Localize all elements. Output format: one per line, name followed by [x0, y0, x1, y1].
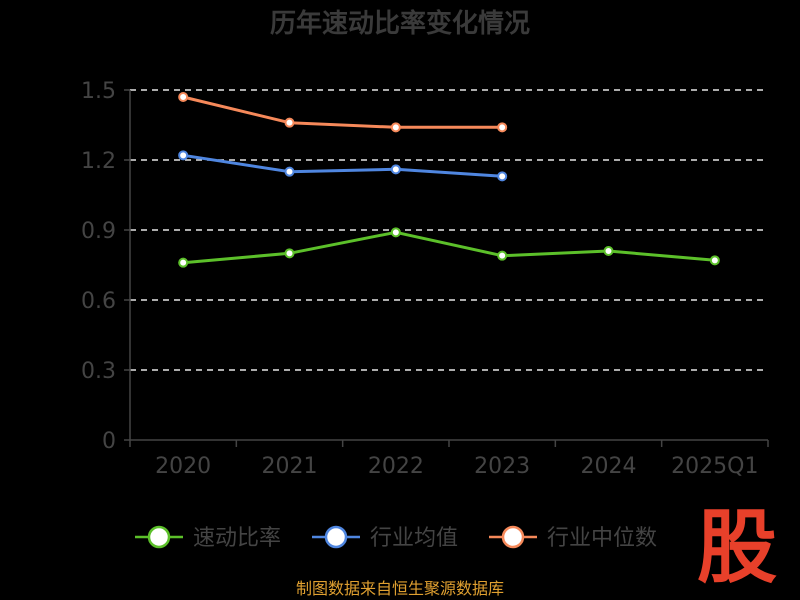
axes: 0 0.3 0.6 0.9 1.2 1.5 2020 2021 2022 2023 2024 2025…	[81, 79, 769, 479]
x-tick-label: 2023	[474, 454, 530, 479]
x-tick-label: 2025Q1	[671, 454, 758, 479]
y-tick-label: 0.9	[81, 219, 116, 244]
series-layer	[178, 92, 720, 268]
legend: 速动比率 行业均值 行业中位数	[135, 525, 657, 551]
data-point[interactable]	[390, 122, 401, 133]
y-tick-label: 0.3	[81, 359, 116, 384]
data-point[interactable]	[284, 248, 295, 259]
source-label: 制图数据来自恒生聚源数据库	[296, 579, 504, 598]
x-tick-label: 2022	[368, 454, 424, 479]
series-line	[181, 95, 504, 129]
data-point[interactable]	[603, 246, 614, 256]
grid-lines	[130, 89, 768, 371]
x-tick-label: 2021	[262, 454, 318, 479]
data-point[interactable]	[178, 150, 189, 161]
legend-item[interactable]: 行业均值	[312, 525, 458, 551]
data-point[interactable]	[178, 257, 189, 268]
series-1	[178, 227, 720, 268]
legend-item[interactable]: 行业中位数	[489, 525, 657, 551]
series-2	[178, 150, 508, 182]
legend-swatch-marker	[501, 525, 525, 549]
legend-label: 行业均值	[370, 526, 458, 551]
data-point[interactable]	[284, 166, 295, 177]
logo-mark: 股	[697, 501, 777, 594]
data-point[interactable]	[709, 255, 720, 266]
x-tick-label: 2024	[581, 454, 637, 479]
legend-swatch-marker	[324, 525, 348, 549]
y-tick-label: 0.6	[81, 289, 116, 314]
y-tick-label: 1.5	[81, 79, 116, 104]
data-point[interactable]	[178, 92, 189, 102]
y-tick-label: 1.2	[81, 149, 116, 174]
data-point[interactable]	[284, 117, 295, 128]
x-tick-label: 2020	[155, 454, 211, 479]
y-tick-label: 0	[102, 429, 116, 454]
data-point[interactable]	[390, 227, 401, 238]
legend-item[interactable]: 速动比率	[135, 525, 281, 551]
legend-label: 速动比率	[193, 526, 281, 551]
series-line	[181, 153, 504, 178]
data-point[interactable]	[390, 164, 401, 175]
legend-swatch-marker	[147, 525, 171, 549]
series-line	[181, 230, 717, 265]
data-point[interactable]	[497, 122, 508, 133]
legend-label: 行业中位数	[547, 526, 657, 551]
chart-title: 历年速动比率变化情况	[270, 8, 530, 39]
series-3	[178, 92, 508, 133]
data-point[interactable]	[497, 171, 508, 182]
data-point[interactable]	[497, 250, 508, 261]
